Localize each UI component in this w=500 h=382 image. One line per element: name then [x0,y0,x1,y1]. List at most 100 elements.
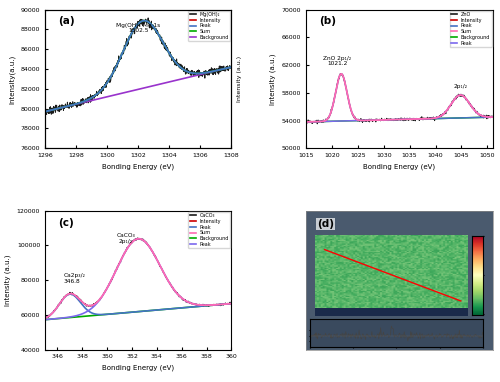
ZnO [338,71,344,76]
ZnO [422,116,428,120]
Background [155,308,161,312]
Peak [203,70,209,75]
ZnO [314,119,320,124]
Peak [42,316,48,320]
Peak [338,71,344,76]
ZnO [445,108,451,112]
Peak [156,308,162,312]
X-axis label: Bonding Energy (eV): Bonding Energy (eV) [363,164,436,170]
Sum [412,117,418,121]
Sum [156,260,162,265]
Peak [161,271,167,275]
Peak [303,120,309,124]
Sum [184,69,190,74]
Background [416,117,422,121]
Text: (c): (c) [58,218,74,228]
Text: Mg(OH)₂ Mg 1s
1302.5: Mg(OH)₂ Mg 1s 1302.5 [116,23,160,33]
CaCO₃ [134,236,140,240]
Text: ZnO 2p₁/₂
1021.2: ZnO 2p₁/₂ 1021.2 [323,56,351,66]
CaCO₃ [150,251,156,256]
Peak [142,18,148,23]
Peak [464,115,470,120]
Background [161,307,167,312]
Line: Background: Background [306,117,492,122]
Line: Sum: Sum [45,21,232,112]
Background [490,115,496,120]
Sum [464,97,470,102]
CaCO₃ [156,261,162,265]
Line: ZnO: ZnO [306,73,492,124]
Mg(OH)₂ [42,106,48,111]
Line: Peak: Peak [306,95,492,122]
Sum [54,306,60,311]
Mg(OH)₂ [54,103,60,108]
Background [150,308,156,312]
Y-axis label: Intensity (a.u.): Intensity (a.u.) [237,56,242,102]
Y-axis label: Intensity(a.u.): Intensity(a.u.) [8,54,15,104]
Peak [150,251,156,256]
Peak [416,117,422,121]
Mg(OH)₂ [44,112,50,117]
Sum [314,119,320,124]
Sum [203,70,209,75]
Line: CaCO₃: CaCO₃ [45,238,232,318]
Text: Ca2p₃/₂
346.8: Ca2p₃/₂ 346.8 [64,273,86,283]
Peak [203,303,209,308]
Background [155,82,161,87]
Peak [444,116,450,121]
Y-axis label: Intensity (a.u.): Intensity (a.u.) [270,53,276,105]
X-axis label: Bonding Energy (eV): Bonding Energy (eV) [102,365,174,371]
Peak [314,119,320,124]
Sum [54,107,60,111]
Peak [184,299,190,304]
Background [184,305,190,310]
ZnO [464,98,470,103]
Background [464,115,469,120]
Peak [54,107,60,111]
Line: Peak: Peak [45,21,232,112]
Peak [422,117,428,121]
Legend: CaCO₃, Intensity, Peak, Sum, Background, Peak: CaCO₃, Intensity, Peak, Sum, Background,… [188,212,230,248]
Peak [490,115,496,119]
Sum [184,299,190,304]
Sum [303,120,309,124]
ZnO [314,121,320,126]
CaCO₃ [184,299,190,304]
Peak [412,117,418,121]
Peak [150,308,156,312]
Sum [228,301,234,306]
Background [202,304,208,308]
Sum [156,32,162,37]
CaCO₃ [161,271,167,275]
Sum [203,303,209,308]
ZnO [490,114,496,119]
ZnO [412,116,418,121]
Background [161,81,167,86]
Mg(OH)₂ [145,16,151,20]
Peak [54,306,60,311]
Peak [184,69,190,74]
Peak [314,119,320,124]
Sum [42,316,48,320]
Peak [156,260,162,265]
Peak [228,65,234,69]
Peak [150,25,156,29]
Line: Background: Background [45,67,232,112]
Line: Peak: Peak [306,74,492,122]
Line: Sum: Sum [45,239,232,318]
X-axis label: Bonding Energy (eV): Bonding Energy (eV) [102,164,174,170]
Peak [303,120,309,124]
CaCO₃ [228,303,234,308]
Sum [161,271,167,275]
Peak [42,317,48,322]
Background [42,109,48,114]
Polygon shape [316,308,468,316]
Background [184,76,190,80]
Peak [422,117,428,121]
Text: CaCO₃
2p₁/₂: CaCO₃ 2p₁/₂ [116,233,135,244]
Sum [338,71,344,76]
Background [54,316,60,321]
Peak [203,303,209,308]
Peak [228,301,234,306]
Sum [228,65,234,69]
